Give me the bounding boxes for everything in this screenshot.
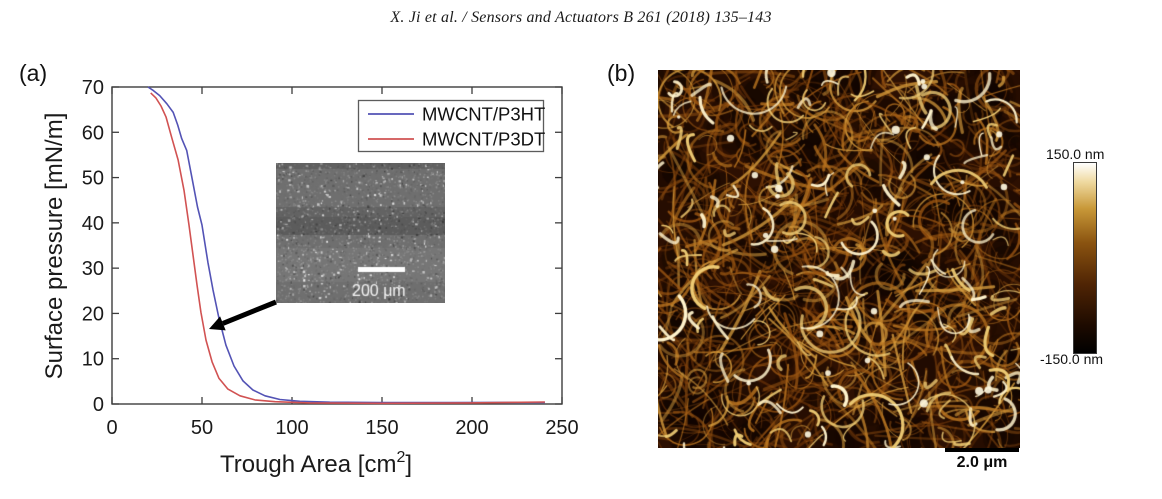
y-tick-label: 60	[82, 122, 104, 144]
colorbar-min-label: -150.0 nm	[1040, 351, 1104, 367]
y-tick-label: 0	[93, 394, 104, 416]
x-axis-label: Trough Area [cm2]	[220, 449, 412, 478]
legend-label-0: MWCNT/P3HT	[422, 104, 545, 125]
curve-mwcnt-p3dt	[150, 92, 545, 405]
x-tick-label: 100	[275, 417, 308, 439]
legend-box	[357, 99, 545, 153]
y-tick-label: 10	[82, 349, 104, 371]
afm-image	[658, 70, 1020, 448]
y-tick-label: 30	[82, 258, 104, 280]
y-tick-label: 50	[82, 168, 104, 190]
panel-b-label: (b)	[607, 60, 636, 86]
colorbar-max-label: 150.0 nm	[1046, 146, 1105, 162]
y-tick-label: 70	[82, 77, 104, 99]
y-tick-label: 20	[82, 303, 104, 325]
inset-arrow-line	[221, 299, 277, 326]
legend-label-1: MWCNT/P3DT	[422, 129, 545, 150]
y-axis-label: Surface pressure [mN/m]	[41, 113, 68, 380]
x-tick-label: 0	[106, 417, 117, 439]
x-tick-label: 50	[191, 417, 213, 439]
plot-frame	[111, 86, 563, 405]
panel-a-label: (a)	[19, 60, 48, 86]
inset-micrograph	[276, 163, 445, 303]
citation-header: X. Ji et al. / Sensors and Actuators B 2…	[390, 9, 772, 26]
x-tick-label: 250	[545, 417, 578, 439]
curve-mwcnt-p3ht	[147, 86, 545, 404]
afm-scalebar-label: 2.0 μm	[956, 454, 1008, 471]
afm-scalebar-line	[945, 448, 1019, 452]
x-tick-label: 150	[365, 417, 398, 439]
x-tick-label: 200	[455, 417, 488, 439]
y-tick-label: 40	[82, 213, 104, 235]
height-colorbar	[1073, 162, 1097, 354]
inset-arrow-head	[209, 316, 226, 331]
